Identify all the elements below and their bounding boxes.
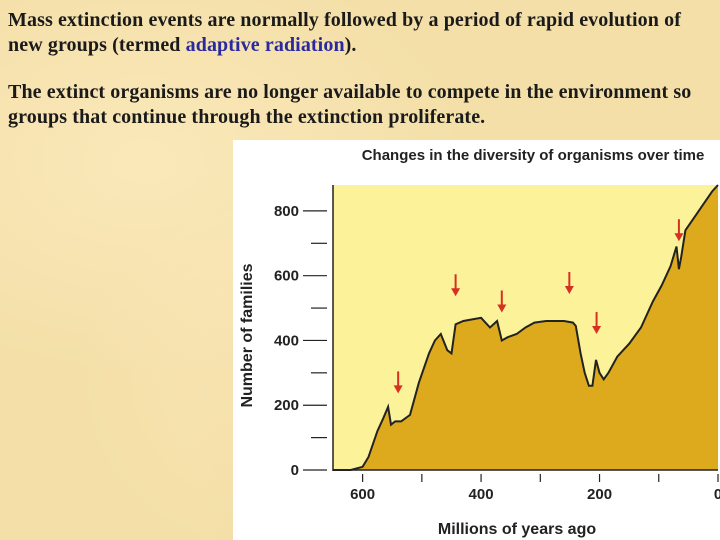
y-tick-label: 200 — [274, 397, 299, 414]
x-tick-label: 200 — [587, 486, 612, 503]
y-tick-label: 0 — [291, 462, 299, 479]
extinction-arrow-icon — [592, 326, 602, 335]
adaptive-radiation-term: adaptive radiation — [185, 34, 345, 56]
diversity-chart-svg: 0 200 400 600 800 600 400 200 0 Changes in the di… — [239, 147, 720, 538]
y-tick-label: 400 — [274, 332, 299, 349]
extinction-arrow-icon — [497, 304, 507, 313]
intro-text-end: ). — [344, 34, 357, 56]
explanation-paragraph: The extinct organisms are no longer avai… — [8, 81, 692, 128]
x-tick-label: 600 — [350, 486, 375, 503]
extinction-arrow-icon — [393, 385, 403, 394]
chart-title: Changes in the diversity of organisms ov… — [362, 147, 705, 164]
intro-paragraph: Mass extinction events are normally foll… — [8, 8, 708, 58]
x-tick-label: 0 — [714, 486, 720, 503]
y-axis-label: Number of families — [239, 263, 256, 407]
diversity-chart: 0 200 400 600 800 600 400 200 0 Changes in the di… — [233, 140, 720, 540]
extinction-arrow-icon — [564, 285, 574, 294]
x-tick-label: 400 — [469, 486, 494, 503]
intro-text-start: Mass extinction events are normally foll… — [8, 9, 681, 56]
x-axis-label: Millions of years ago — [438, 521, 596, 538]
diversity-line — [333, 184, 719, 471]
y-tick-label: 800 — [274, 203, 299, 220]
extinction-arrow-icon — [674, 233, 684, 242]
y-tick-label: 600 — [274, 268, 299, 285]
extinction-arrow-icon — [451, 288, 461, 297]
